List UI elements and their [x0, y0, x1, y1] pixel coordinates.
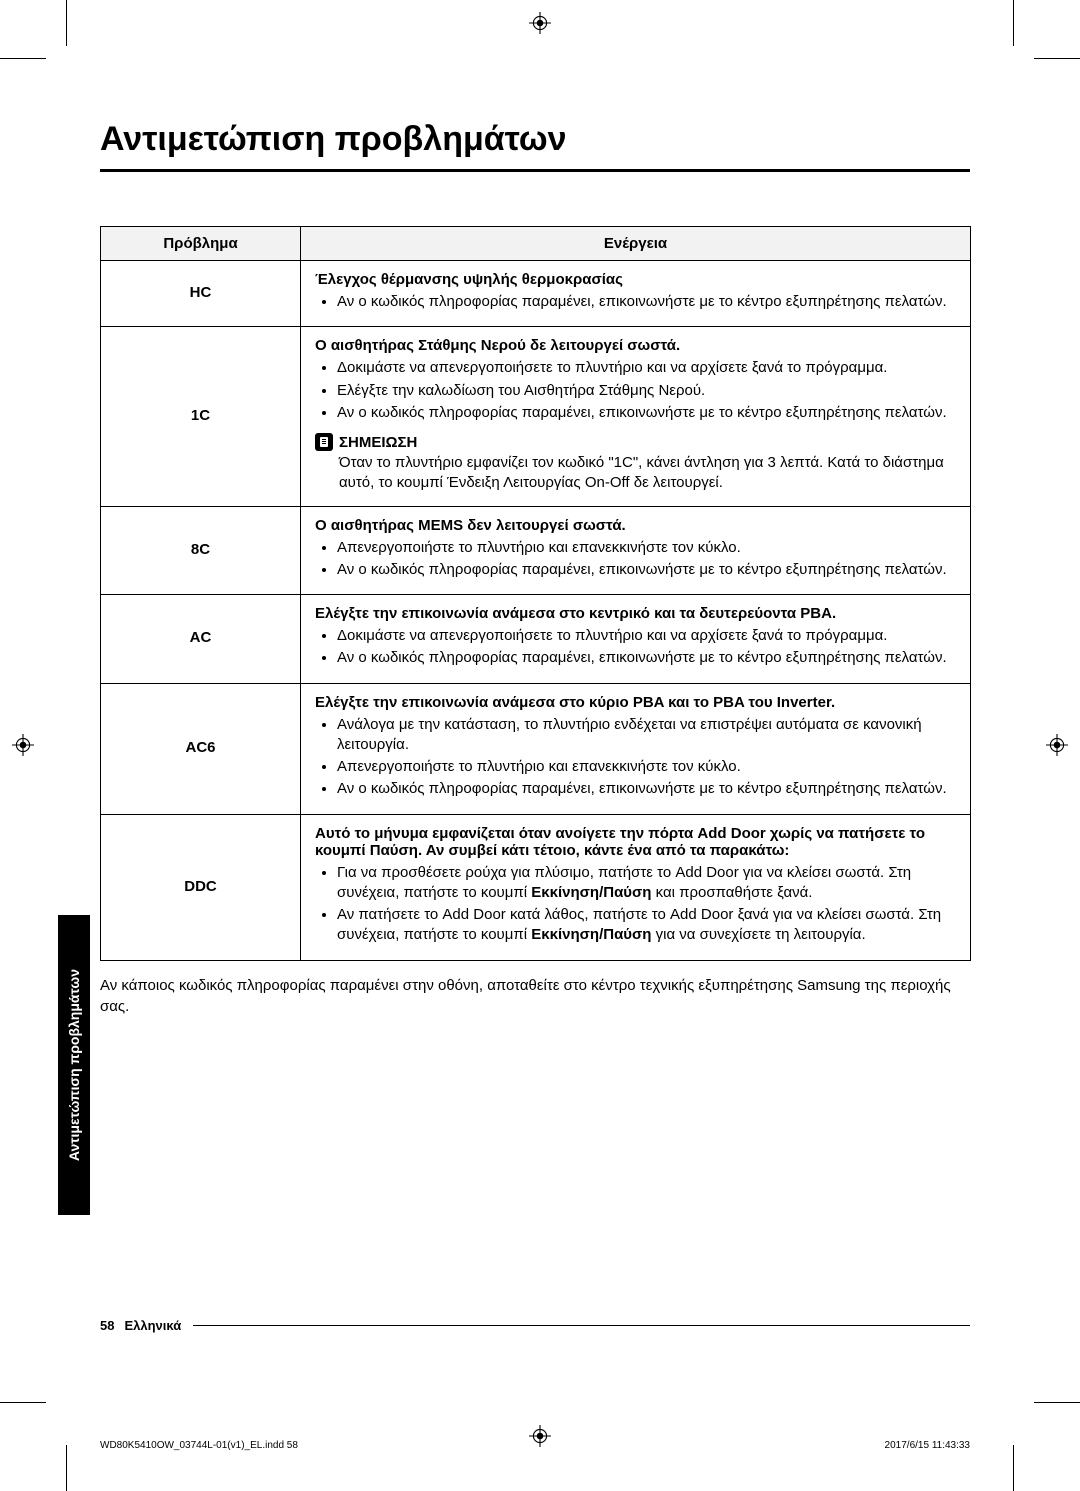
content-area: Αντιμετώπιση προβλημάτων Πρόβλημα Ενέργε… — [100, 120, 970, 1017]
page-number: 58 — [100, 1318, 114, 1333]
action-bullet: Αν ο κωδικός πληροφορίας παραμένει, επικ… — [337, 779, 956, 799]
crop-mark — [0, 1402, 46, 1403]
table-row: 1C Ο αισθητήρας Στάθμης Νερού δε λειτουργ… — [101, 327, 971, 506]
action-bullet: Για να προσθέσετε ρούχα για πλύσιμο, πατ… — [337, 863, 956, 904]
action-cell: Ο αισθητήρας MEMS δεν λειτουργεί σωστά. Α… — [301, 506, 971, 595]
action-bullets: Απενεργοποιήστε το πλυντήριο και επανεκκ… — [315, 538, 956, 581]
action-bullet: Απενεργοποιήστε το πλυντήριο και επανεκκ… — [337, 757, 956, 777]
action-bullets: Δοκιμάστε να απενεργοποιήσετε το πλυντήρ… — [315, 626, 956, 669]
action-lead: Ο αισθητήρας MEMS δεν λειτουργεί σωστά. — [315, 517, 956, 534]
action-bullets: Δοκιμάστε να απενεργοποιήσετε το πλυντήρ… — [315, 358, 956, 423]
action-bullet: Αν ο κωδικός πληροφορίας παραμένει, επικ… — [337, 403, 956, 423]
action-bullets: Αν ο κωδικός πληροφορίας παραμένει, επικ… — [315, 292, 956, 312]
table-row: DDC Αυτό το μήνυμα εμφανίζεται όταν ανοίγ… — [101, 814, 971, 960]
table-row: 8CΟ αισθητήρας MEMS δεν λειτουργεί σωστά… — [101, 506, 971, 595]
note-icon — [315, 433, 333, 451]
registration-mark-icon — [529, 12, 551, 34]
print-file: WD80K5410OW_03744L-01(v1)_EL.indd 58 — [100, 1440, 298, 1451]
print-info: WD80K5410OW_03744L-01(v1)_EL.indd 58 201… — [100, 1440, 970, 1451]
error-code: 8C — [101, 506, 301, 595]
action-cell: Έλεγχος θέρμανσης υψηλής θερμοκρασίας Αν … — [301, 261, 971, 327]
table-row: AC Ελέγξτε την επικοινωνία ανάμεσα στο κε… — [101, 595, 971, 684]
note-body: Όταν το πλυντήριο εμφανίζει τον κωδικό "… — [315, 453, 956, 494]
table-row: HC Έλεγχος θέρμανσης υψηλής θερμοκρασίας Α… — [101, 261, 971, 327]
footer-language: Ελληνικά — [124, 1318, 181, 1333]
action-cell: Ελέγξτε την επικοινωνία ανάμεσα στο κεντ… — [301, 595, 971, 684]
crop-mark — [1013, 0, 1014, 46]
action-bullet: Αν ο κωδικός πληροφορίας παραμένει, επικ… — [337, 292, 956, 312]
table-row: AC6 Ελέγξτε την επικοινωνία ανάμεσα στο κ… — [101, 683, 971, 814]
action-lead: Έλεγχος θέρμανσης υψηλής θερμοκρασίας — [315, 271, 956, 288]
action-lead: Ελέγξτε την επικοινωνία ανάμεσα στο κεντ… — [315, 605, 956, 622]
registration-mark-icon — [1046, 734, 1068, 756]
action-bullet: Αν ο κωδικός πληροφορίας παραμένει, επικ… — [337, 648, 956, 668]
page-title: Αντιμετώπιση προβλημάτων — [100, 120, 970, 159]
footer-line — [193, 1325, 970, 1326]
page-footer: 58 Ελληνικά — [100, 1318, 970, 1333]
crop-mark — [0, 58, 46, 59]
col-header-action: Ενέργεια — [301, 227, 971, 261]
crop-mark — [1034, 1402, 1080, 1403]
error-code: AC6 — [101, 683, 301, 814]
action-bullets: Για να προσθέσετε ρούχα για πλύσιμο, πατ… — [315, 863, 956, 946]
error-code: AC — [101, 595, 301, 684]
action-bullets: Ανάλογα με την κατάσταση, το πλυντήριο ε… — [315, 715, 956, 800]
action-bullet: Απενεργοποιήστε το πλυντήριο και επανεκκ… — [337, 538, 956, 558]
action-bullet: Αν ο κωδικός πληροφορίας παραμένει, επικ… — [337, 560, 956, 580]
troubleshooting-table: Πρόβλημα Ενέργεια HCΈλεγχος θέρμανσης υψ… — [100, 226, 971, 961]
note-label: ΣΗΜΕΙΩΣΗ — [339, 434, 417, 451]
action-lead: Αυτό το μήνυμα εμφανίζεται όταν ανοίγετε… — [315, 825, 956, 859]
action-bullet: Δοκιμάστε να απενεργοποιήσετε το πλυντήρ… — [337, 626, 956, 646]
crop-mark — [1034, 58, 1080, 59]
print-timestamp: 2017/6/15 11:43:33 — [885, 1440, 970, 1451]
note-header: ΣΗΜΕΙΩΣΗ — [315, 433, 956, 451]
error-code: 1C — [101, 327, 301, 506]
crop-mark — [66, 0, 67, 46]
footer-note: Αν κάποιος κωδικός πληροφορίας παραμένει… — [100, 975, 970, 1017]
action-bullet: Ανάλογα με την κατάσταση, το πλυντήριο ε… — [337, 715, 956, 756]
action-cell: Αυτό το μήνυμα εμφανίζεται όταν ανοίγετε… — [301, 814, 971, 960]
action-lead: Ο αισθητήρας Στάθμης Νερού δε λειτουργεί… — [315, 337, 956, 354]
col-header-problem: Πρόβλημα — [101, 227, 301, 261]
page: Αντιμετώπιση προβλημάτων Αντιμετώπιση πρ… — [0, 0, 1080, 1491]
action-lead: Ελέγξτε την επικοινωνία ανάμεσα στο κύρι… — [315, 694, 956, 711]
note-block: ΣΗΜΕΙΩΣΗ Όταν το πλυντήριο εμφανίζει τον … — [315, 433, 956, 494]
action-cell: Ελέγξτε την επικοινωνία ανάμεσα στο κύρι… — [301, 683, 971, 814]
action-bullet: Αν πατήσετε το Add Door κατά λάθος, πατή… — [337, 905, 956, 946]
section-tab: Αντιμετώπιση προβλημάτων — [58, 915, 90, 1215]
action-bullet: Δοκιμάστε να απενεργοποιήσετε το πλυντήρ… — [337, 358, 956, 378]
registration-mark-icon — [12, 734, 34, 756]
error-code: DDC — [101, 814, 301, 960]
title-rule — [100, 169, 970, 172]
crop-mark — [1013, 1445, 1014, 1491]
action-cell: Ο αισθητήρας Στάθμης Νερού δε λειτουργεί… — [301, 327, 971, 506]
section-tab-label: Αντιμετώπιση προβλημάτων — [66, 969, 82, 1161]
crop-mark — [66, 1445, 67, 1491]
action-bullet: Ελέγξτε την καλωδίωση του Αισθητήρα Στάθ… — [337, 381, 956, 401]
error-code: HC — [101, 261, 301, 327]
